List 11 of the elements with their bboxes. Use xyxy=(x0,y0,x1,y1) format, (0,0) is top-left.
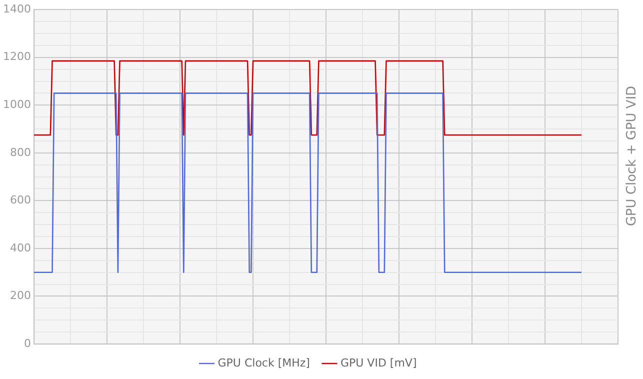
y-tick-label: 600 xyxy=(10,194,31,207)
y-tick-label: 1200 xyxy=(2,50,31,64)
y-tick-label: 0 xyxy=(24,336,31,350)
y-tick-label: 200 xyxy=(10,289,31,302)
legend-label: GPU VID [mV] xyxy=(340,356,417,370)
y-tick-label: 400 xyxy=(10,241,31,254)
text: GPU Clock + GPU VID xyxy=(624,86,640,226)
legend-label: GPU Clock [MHz] xyxy=(218,356,310,370)
y-tick-label: 800 xyxy=(10,146,31,159)
y-tick-label: 1400 xyxy=(2,2,31,16)
y-tick-label: 1000 xyxy=(2,98,31,111)
